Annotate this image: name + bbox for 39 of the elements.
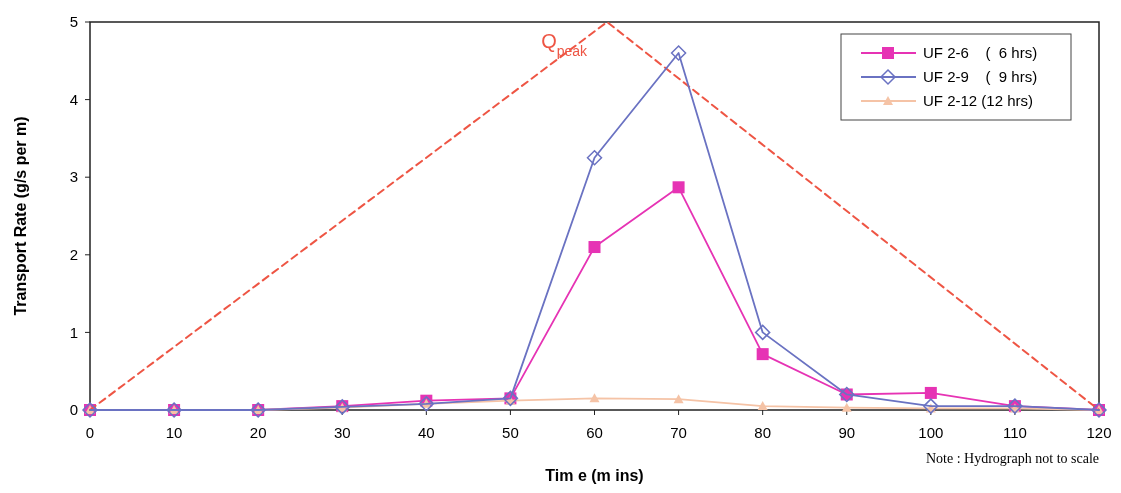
point [924,386,937,399]
point [589,393,600,403]
x-tick-label: 110 [1002,424,1027,441]
legend-label: UF 2-12 (12 hrs) [923,92,1034,110]
text: Note : Hydrograph not to scale [925,451,1099,466]
y-tick-label: 0 [69,401,78,419]
point [672,181,685,194]
x-tick-label: 120 [1086,424,1112,441]
annotation: Q$_{peak}$ [541,30,589,59]
point [923,398,939,414]
x-tick-label: 30 [333,424,351,441]
point [418,396,435,412]
x-tick-label: 70 [670,424,687,441]
y-tick-label: 2 [69,246,78,264]
y-tick-label: 5 [69,13,78,31]
point [756,348,769,361]
y-axis-title: Transport Rate (g/s per m) [12,116,29,316]
y-tick-label: 1 [69,323,78,341]
x-tick-label: 90 [838,424,856,441]
x-tick-label: 10 [165,424,183,441]
x-tick-label: 100 [918,424,944,441]
x-tick-label: 20 [249,424,267,441]
x-tick-label: 0 [85,424,95,441]
legend-label: UF 2-6 ( 6 hrs) [923,44,1038,62]
y-tick-label: 3 [69,168,78,186]
x-tick-label: 80 [754,424,772,441]
legend-label: UF 2-9 ( 9 hrs) [923,68,1038,86]
point [757,401,768,411]
point [670,45,687,61]
x-tick-label: 50 [502,424,519,441]
y-tick-label: 4 [69,90,78,108]
x-axis-title: Tim e (m ins) [545,467,644,484]
x-tick-label: 60 [586,424,603,441]
point [588,241,601,254]
point [841,402,852,412]
point [586,150,603,166]
point [754,324,771,341]
point [673,394,684,404]
x-tick-label: 40 [417,424,435,441]
